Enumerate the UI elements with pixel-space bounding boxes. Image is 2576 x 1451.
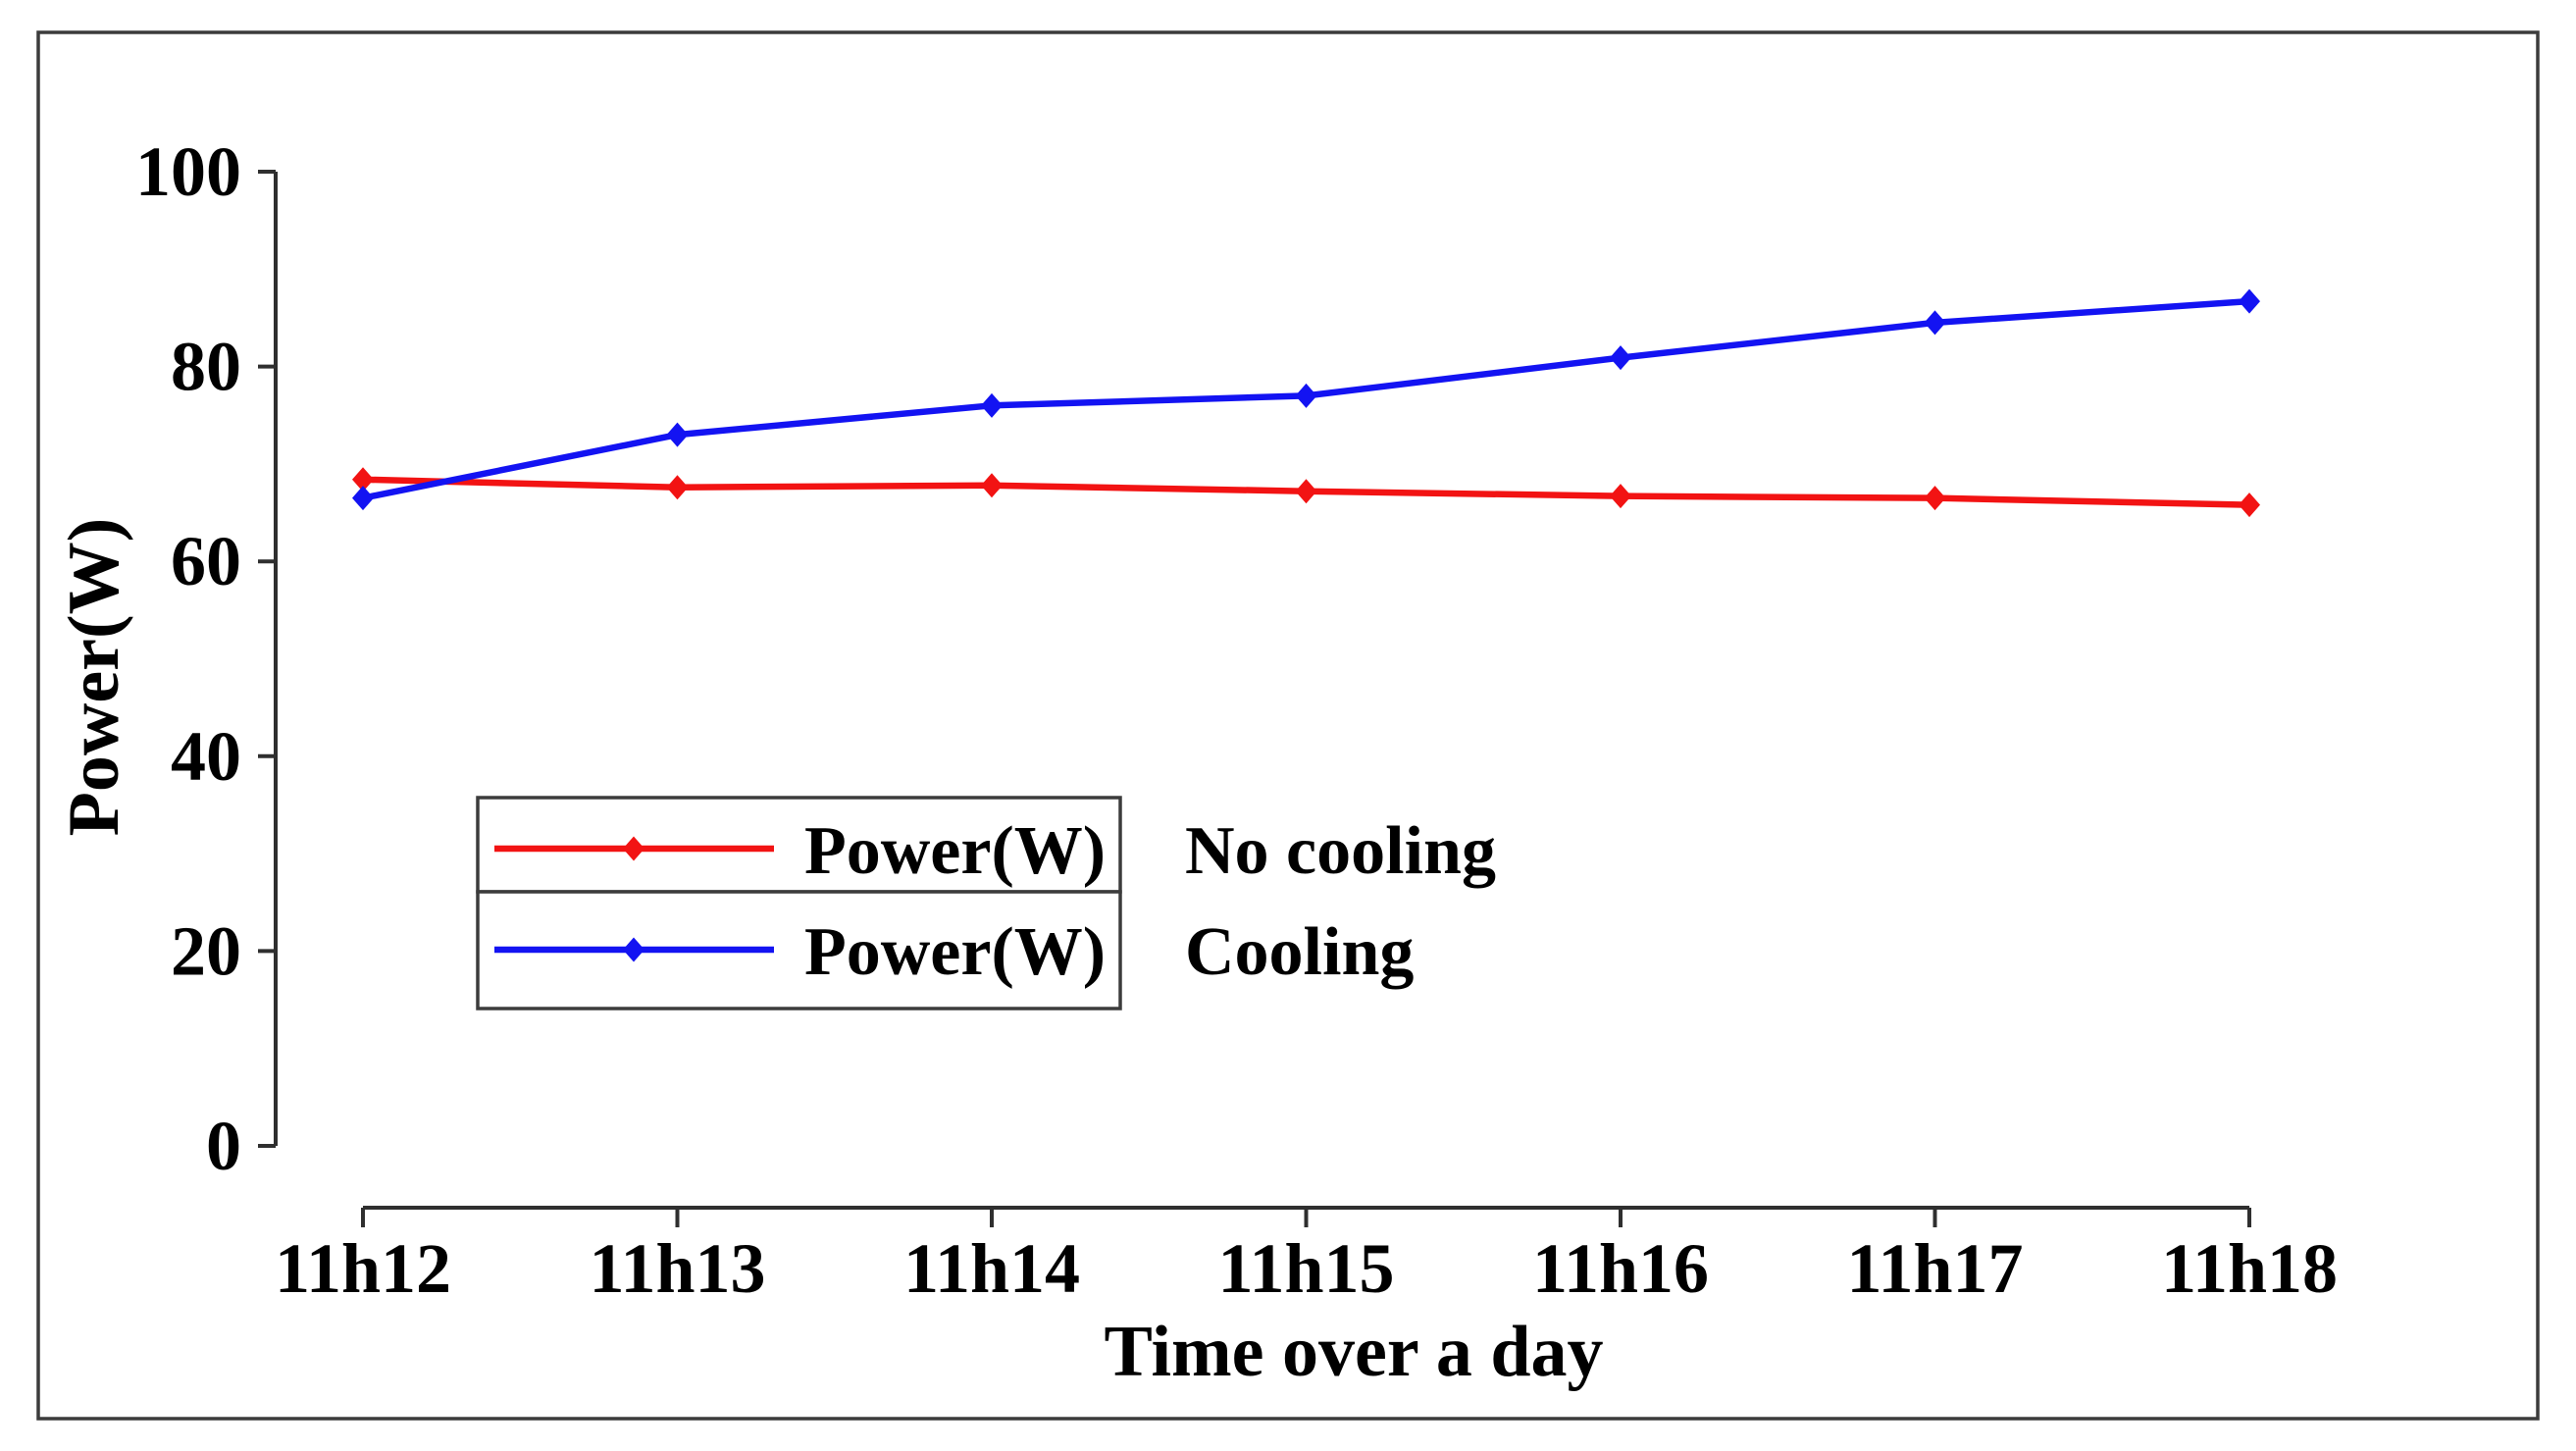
legend-annotation-cooling: Cooling xyxy=(1185,914,1414,990)
legend-label-no-cooling: Power(W) xyxy=(804,813,1106,889)
figure-border xyxy=(36,30,2540,1421)
data-point-marker-cooling xyxy=(981,392,1003,418)
x-tick-label: 11h14 xyxy=(903,1229,1080,1308)
y-tick-label: 60 xyxy=(171,522,241,600)
series-cooling xyxy=(352,288,2260,511)
y-axis-title: Power(W) xyxy=(54,518,134,837)
data-point-marker-no-cooling xyxy=(666,475,689,500)
data-point-marker-cooling xyxy=(2239,288,2260,314)
series-no-cooling xyxy=(352,467,2260,518)
data-point-marker-no-cooling xyxy=(1295,479,1317,504)
data-point-marker-no-cooling xyxy=(352,467,374,492)
x-axis: 11h12 11h13 11h14 11h15 11h16 11h17 11h18 Time … xyxy=(275,1206,2338,1392)
legend-annotation-no-cooling: No cooling xyxy=(1185,813,1496,889)
data-point-marker-no-cooling xyxy=(1610,484,1631,509)
y-axis: 0 20 40 60 80 100 Power(W) xyxy=(54,132,278,1185)
x-tick-label: 11h17 xyxy=(1846,1229,2023,1308)
data-point-marker-cooling xyxy=(352,486,374,511)
y-tick-label: 40 xyxy=(171,717,241,796)
x-axis-title: Time over a day xyxy=(1104,1312,1603,1392)
x-tick-label: 11h16 xyxy=(1532,1229,1709,1308)
y-tick-label: 0 xyxy=(206,1107,241,1185)
y-tick-label: 80 xyxy=(171,328,241,406)
legend-label-cooling: Power(W) xyxy=(804,914,1106,990)
data-point-marker-no-cooling xyxy=(981,473,1003,498)
data-point-marker-cooling xyxy=(666,422,689,447)
data-point-marker-no-cooling xyxy=(2239,492,2260,518)
x-tick-label: 11h13 xyxy=(589,1229,765,1308)
legend-sample-marker-no-cooling xyxy=(623,836,644,861)
x-tick-label: 11h12 xyxy=(275,1229,451,1308)
x-tick-label: 11h15 xyxy=(1217,1229,1394,1308)
y-tick-label: 100 xyxy=(135,132,241,211)
data-point-marker-no-cooling xyxy=(1924,486,1946,511)
legend-sample-marker-cooling xyxy=(623,937,644,962)
data-point-marker-cooling xyxy=(1295,383,1317,408)
x-tick-label: 11h18 xyxy=(2161,1229,2338,1308)
data-point-marker-cooling xyxy=(1610,345,1631,371)
legend: Power(W) No cooling Power(W) Cooling xyxy=(476,796,1496,1011)
data-point-marker-cooling xyxy=(1924,310,1946,336)
y-tick-label: 20 xyxy=(171,911,241,990)
